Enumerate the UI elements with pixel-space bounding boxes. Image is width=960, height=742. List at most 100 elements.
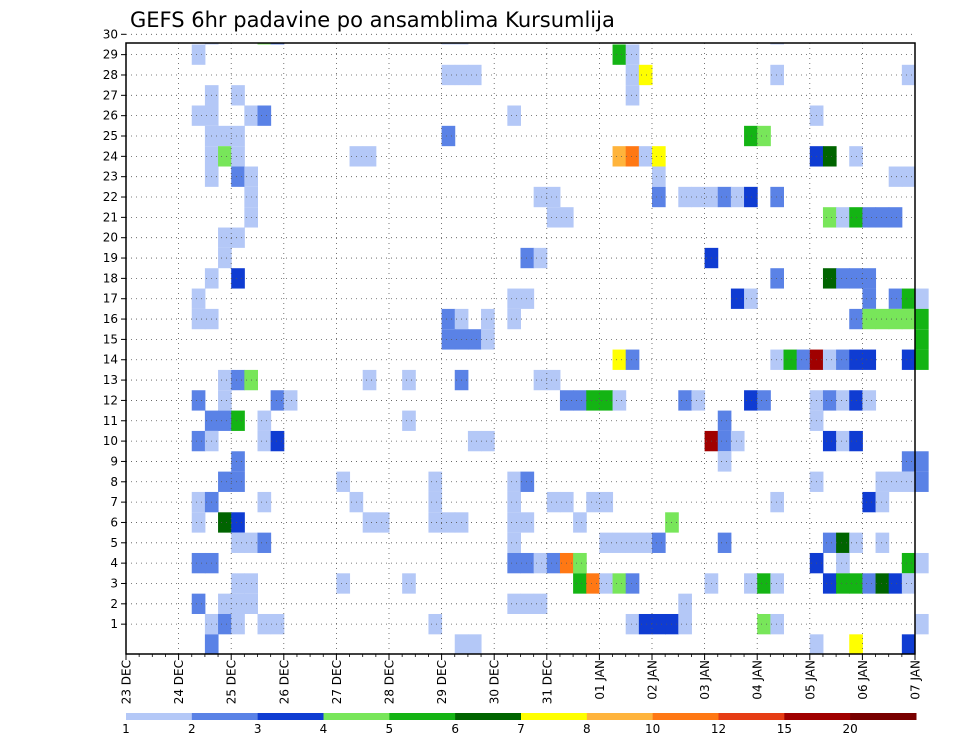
heatmap-cell xyxy=(231,451,245,472)
heatmap-cell xyxy=(757,390,771,411)
heatmap-cell xyxy=(888,288,903,309)
heatmap-cell xyxy=(231,268,245,289)
heatmap-cell xyxy=(231,613,245,635)
heatmap-cell xyxy=(467,634,482,654)
heatmap-cell xyxy=(612,573,627,594)
heatmap-cell xyxy=(231,573,245,594)
heatmap-cell xyxy=(231,166,245,187)
heatmap-cell xyxy=(191,491,206,513)
heatmap-cell xyxy=(375,512,390,533)
colorbar-segment xyxy=(455,713,522,720)
heatmap-cell xyxy=(822,390,837,411)
heatmap-cell xyxy=(257,410,272,431)
heatmap-cell xyxy=(744,390,758,411)
heatmap-cell xyxy=(915,329,929,350)
heatmap-cell xyxy=(520,247,535,269)
heatmap-cell xyxy=(770,186,784,208)
y-tick-label: 29 xyxy=(103,48,118,62)
colorbar-segment xyxy=(784,713,851,720)
heatmap-cell xyxy=(612,44,627,65)
heatmap-cell xyxy=(191,105,206,126)
y-tick-label: 5 xyxy=(110,536,118,550)
heatmap-cell xyxy=(612,349,627,370)
heatmap-cell xyxy=(218,227,232,248)
y-tick-label: 1 xyxy=(110,617,118,631)
y-tick-label: 15 xyxy=(103,332,118,346)
heatmap-cell xyxy=(862,573,877,594)
heatmap-cell xyxy=(836,552,850,574)
y-tick-label: 12 xyxy=(103,393,118,407)
heatmap-cell xyxy=(191,44,206,65)
heatmap-cell xyxy=(625,532,640,553)
heatmap-cell xyxy=(586,573,600,594)
heatmap-cell xyxy=(507,308,521,330)
heatmap-cell xyxy=(836,573,850,594)
x-tick-label: 06 JAN xyxy=(856,660,870,700)
heatmap-cell xyxy=(638,146,653,167)
heatmap-cell xyxy=(862,390,877,411)
heatmap-cell xyxy=(257,613,272,635)
x-tick-label: 03 JAN xyxy=(698,660,712,700)
heatmap-cell xyxy=(638,532,653,553)
heatmap-cell xyxy=(875,491,890,513)
heatmap-cell xyxy=(441,512,456,533)
x-tick-label: 27 DEC xyxy=(330,660,344,704)
colorbar-label: 10 xyxy=(645,722,660,736)
heatmap-cell xyxy=(901,471,916,492)
heatmap-cell xyxy=(822,349,837,370)
heatmap-cell xyxy=(336,471,351,492)
heatmap-cell xyxy=(849,634,863,654)
colorbar-label: 2 xyxy=(188,722,196,736)
heatmap-cell xyxy=(652,186,666,208)
heatmap-cell xyxy=(862,491,877,513)
heatmap-cell xyxy=(231,125,245,147)
y-tick-label: 21 xyxy=(103,210,118,224)
heatmap-cell xyxy=(822,207,837,228)
y-tick-label: 6 xyxy=(110,515,118,529)
heatmap-cell xyxy=(520,512,535,533)
heatmap-cell xyxy=(915,349,929,370)
heatmap-cell xyxy=(191,512,206,533)
y-tick-label: 24 xyxy=(103,149,118,163)
heatmap-cell xyxy=(191,308,206,330)
heatmap-cell xyxy=(901,552,916,574)
colorbar-segment xyxy=(850,713,917,720)
colorbar-label: 15 xyxy=(777,722,792,736)
y-tick-label: 4 xyxy=(110,556,118,570)
heatmap-cell xyxy=(612,390,627,411)
heatmap-cell xyxy=(652,166,666,187)
heatmap-cell xyxy=(467,430,482,452)
chart-title: GEFS 6hr padavine po ansamblima Kursumli… xyxy=(130,8,615,32)
heatmap-cell xyxy=(191,390,206,411)
heatmap-cell xyxy=(231,146,245,167)
heatmap-cell xyxy=(744,186,758,208)
colorbar-segment xyxy=(521,713,588,720)
heatmap-cell xyxy=(730,288,745,309)
heatmap-cell xyxy=(231,512,245,533)
heatmap-cell xyxy=(717,410,732,431)
y-tick-label: 23 xyxy=(103,170,118,184)
y-tick-label: 13 xyxy=(103,373,118,387)
colorbar-segment xyxy=(718,713,785,720)
heatmap-cell xyxy=(191,593,206,614)
heatmap-cell xyxy=(546,552,561,574)
colorbar-segment xyxy=(323,713,390,720)
heatmap-cell xyxy=(717,430,732,452)
heatmap-cell xyxy=(573,512,587,533)
heatmap-cell xyxy=(507,105,521,126)
heatmap-cell xyxy=(862,288,877,309)
heatmap-cell xyxy=(507,288,521,309)
colorbar-label: 7 xyxy=(517,722,525,736)
heatmap-cell xyxy=(836,390,850,411)
heatmap-cell xyxy=(231,471,245,492)
y-tick-label: 27 xyxy=(103,88,118,102)
heatmap-cell xyxy=(507,471,521,492)
heatmap-cell xyxy=(717,451,732,472)
heatmap-cell xyxy=(875,573,890,594)
heatmap-cell xyxy=(809,634,824,654)
heatmap-cell xyxy=(770,573,784,594)
heatmap-cell xyxy=(678,613,692,635)
heatmap-cell xyxy=(441,64,456,86)
heatmap-cell xyxy=(875,471,890,492)
heatmap-cell xyxy=(218,593,232,614)
